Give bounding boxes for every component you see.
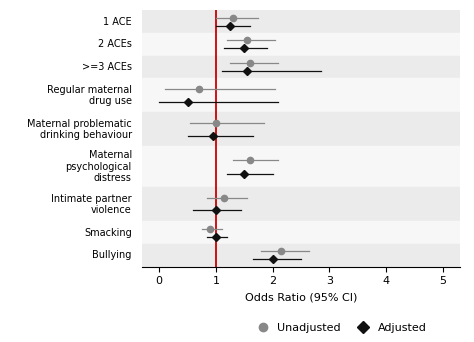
- Bar: [142, 244, 460, 267]
- Bar: [142, 10, 460, 33]
- Legend: Unadjusted, Adjusted: Unadjusted, Adjusted: [247, 318, 431, 337]
- Bar: [142, 146, 460, 187]
- Bar: [142, 187, 460, 221]
- X-axis label: Odds Ratio (95% CI): Odds Ratio (95% CI): [245, 292, 357, 302]
- Bar: [142, 78, 460, 113]
- Bar: [142, 56, 460, 78]
- Bar: [142, 33, 460, 56]
- Bar: [142, 113, 460, 146]
- Bar: [142, 221, 460, 244]
